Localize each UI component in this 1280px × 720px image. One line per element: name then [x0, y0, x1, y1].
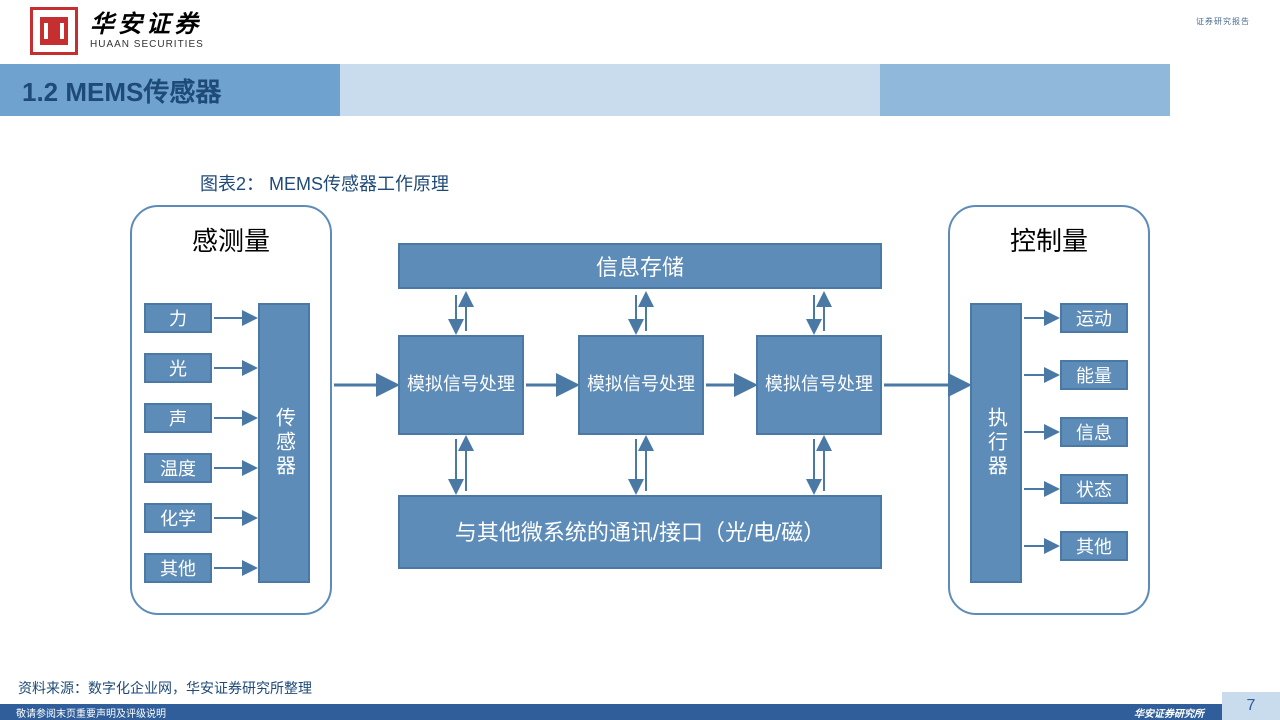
input-item: 力 — [144, 303, 212, 333]
output-item: 其他 — [1060, 531, 1128, 561]
actuator-hub: 执行器 — [970, 303, 1022, 583]
center-proc: 模拟信号处理 — [578, 335, 704, 435]
center-top: 信息存储 — [398, 243, 882, 289]
right-panel-title: 控制量 — [950, 221, 1148, 258]
input-item: 光 — [144, 353, 212, 383]
output-item: 状态 — [1060, 474, 1128, 504]
center-proc: 模拟信号处理 — [398, 335, 524, 435]
output-item: 能量 — [1060, 360, 1128, 390]
section-title-band: 1.2 MEMS传感器 — [0, 64, 1280, 116]
header: 华安证券 HUAAN SECURITIES 证券研究报告 — [0, 0, 1280, 62]
footer-bar: 敬请参阅末页重要声明及评级说明 华安证券研究所 — [0, 704, 1280, 720]
flowchart: 感测量 力 光 声 温度 化学 其他 传感器 控制量 执行器 运动 能量 信息 … — [130, 205, 1150, 625]
input-item: 声 — [144, 403, 212, 433]
footer-org: 华安证券研究所 — [1134, 705, 1204, 720]
center-proc: 模拟信号处理 — [756, 335, 882, 435]
page-number: 7 — [1222, 692, 1280, 720]
chart-caption: 图表2： MEMS传感器工作原理 — [200, 170, 449, 196]
logo-text: 华安证券 HUAAN SECURITIES — [90, 12, 204, 49]
output-item: 信息 — [1060, 417, 1128, 447]
footer-disclaimer: 敬请参阅末页重要声明及评级说明 — [16, 705, 166, 720]
section-title: 1.2 MEMS传感器 — [22, 72, 221, 109]
source-label: 资料来源：数字化企业网，华安证券研究所整理 — [18, 678, 312, 698]
logo-icon — [30, 7, 78, 55]
logo-cn: 华安证券 — [90, 12, 204, 38]
left-panel-title: 感测量 — [132, 221, 330, 258]
logo-en: HUAAN SECURITIES — [90, 39, 204, 50]
sensor-hub: 传感器 — [258, 303, 310, 583]
output-item: 运动 — [1060, 303, 1128, 333]
input-item: 温度 — [144, 453, 212, 483]
input-item: 其他 — [144, 553, 212, 583]
center-bottom: 与其他微系统的通讯/接口（光/电/磁） — [398, 495, 882, 569]
input-item: 化学 — [144, 503, 212, 533]
report-type-label: 证券研究报告 — [1196, 16, 1250, 27]
